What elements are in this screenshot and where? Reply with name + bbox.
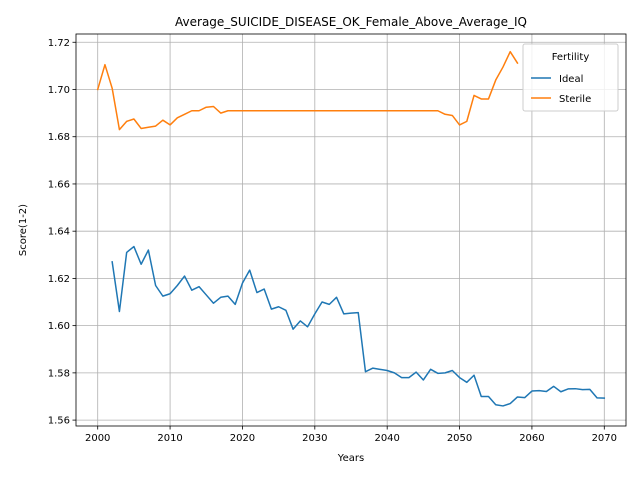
y-tick-label: 1.62: [48, 274, 70, 285]
x-tick-label: 2060: [519, 433, 544, 444]
legend-items: Ideal Sterile: [531, 74, 591, 105]
series-line-sterile: [96, 50, 519, 131]
x-tick-label: 2050: [447, 433, 472, 444]
x-tick-label: 2020: [230, 433, 255, 444]
x-tick-label: 2000: [85, 433, 110, 444]
x-tick-label: 2010: [157, 433, 182, 444]
x-tick-label: 2030: [302, 433, 327, 444]
x-axis-ticks: 2000 2010 2020 2030 2040 2050 2060 2070: [85, 426, 617, 444]
legend-box: [522, 43, 619, 112]
y-axis-ticks: 1.56 1.58 1.60 1.62 1.64 1.66 1.68 1.70 1.72: [48, 38, 76, 427]
x-tick-label: 2070: [592, 433, 617, 444]
series-lines: [96, 50, 606, 407]
legend-title: Fertility: [552, 52, 590, 63]
y-tick-label: 1.66: [48, 179, 70, 190]
chart-title: Average_SUICIDE_DISEASE_OK_Female_Above_…: [175, 15, 527, 29]
y-tick-label: 1.60: [48, 321, 70, 332]
y-tick-label: 1.72: [48, 38, 70, 49]
x-tick-label: 2040: [374, 433, 399, 444]
y-tick-label: 1.70: [48, 85, 70, 96]
legend-label-sterile: Sterile: [559, 94, 591, 105]
y-tick-label: 1.58: [48, 368, 70, 379]
y-tick-label: 1.64: [48, 227, 70, 238]
y-tick-label: 1.68: [48, 132, 70, 143]
y-axis-label: Score(1-2): [18, 204, 29, 256]
legend: Fertility Ideal Sterile: [522, 43, 619, 112]
legend-label-ideal: Ideal: [559, 74, 583, 85]
plot-area-frame: [75, 33, 627, 427]
x-axis-label: Years: [337, 453, 364, 464]
y-tick-label: 1.56: [48, 416, 70, 427]
series-line-ideal: [111, 245, 606, 407]
